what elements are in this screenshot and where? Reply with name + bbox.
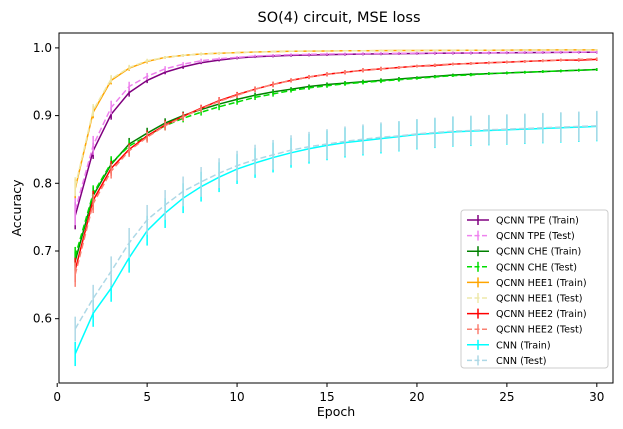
- y-axis-label: Accuracy: [9, 179, 24, 237]
- series-line: [74, 51, 597, 211]
- series-7: [74, 57, 598, 287]
- axis-ticks: 0 5 10 15 20 25 30 0.6 0.7 0.8 0.9 1.0: [33, 41, 605, 404]
- legend-label: QCNN HEE2 (Test): [496, 325, 583, 336]
- y-tick-label: 0.9: [33, 109, 52, 123]
- series-line: [74, 49, 597, 187]
- x-tick-label: 15: [319, 390, 334, 404]
- x-tick-label: 5: [143, 390, 151, 404]
- series-line: [74, 57, 597, 275]
- plot-frame: [58, 32, 614, 384]
- series-line: [74, 125, 597, 355]
- legend-box: [460, 209, 609, 369]
- x-tick-label: 20: [409, 390, 424, 404]
- x-tick-label: 0: [53, 390, 61, 404]
- legend-label: QCNN TPE (Test): [496, 231, 575, 242]
- y-tick-label: 0.8: [33, 176, 52, 190]
- x-tick-label: 10: [229, 390, 244, 404]
- legend-label: QCNN TPE (Train): [496, 216, 579, 227]
- y-tick-label: 0.7: [33, 244, 52, 258]
- series-4: [74, 49, 598, 199]
- series-layer: [74, 49, 598, 367]
- series-line: [74, 125, 597, 330]
- series-line: [74, 49, 597, 189]
- chart-title: SO(4) circuit, MSE loss: [258, 10, 421, 26]
- legend-label: QCNN HEE2 (Train): [496, 309, 587, 320]
- series-1: [74, 50, 598, 226]
- y-tick-label: 0.6: [33, 312, 52, 326]
- series-0: [74, 50, 598, 230]
- x-axis-label: Epoch: [317, 404, 355, 419]
- series-9: [74, 110, 598, 342]
- legend-label: QCNN CHE (Train): [496, 247, 581, 258]
- x-tick-label: 25: [499, 390, 514, 404]
- x-tick-label: 30: [589, 390, 604, 404]
- legend-label: CNN (Train): [496, 340, 551, 351]
- y-tick-label: 1.0: [33, 41, 52, 55]
- legend-label: QCNN HEE1 (Train): [496, 278, 587, 289]
- legend-label: QCNN CHE (Test): [496, 262, 577, 273]
- legend-label: CNN (Test): [496, 356, 546, 367]
- legend-label: QCNN HEE1 (Test): [496, 294, 583, 305]
- legend: QCNN TPE (Train) QCNN TPE (Test) QCNN CHE …: [460, 209, 609, 369]
- series-5: [74, 49, 598, 197]
